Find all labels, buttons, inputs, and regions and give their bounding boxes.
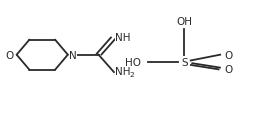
Text: NH: NH <box>115 66 131 76</box>
Text: NH: NH <box>115 32 131 42</box>
Text: HO: HO <box>125 57 141 67</box>
Text: N: N <box>69 50 77 60</box>
Text: O: O <box>224 50 232 60</box>
Text: O: O <box>6 50 14 60</box>
Text: O: O <box>224 64 232 74</box>
Text: S: S <box>181 57 188 67</box>
Text: 2: 2 <box>129 71 134 77</box>
Text: OH: OH <box>176 17 192 27</box>
